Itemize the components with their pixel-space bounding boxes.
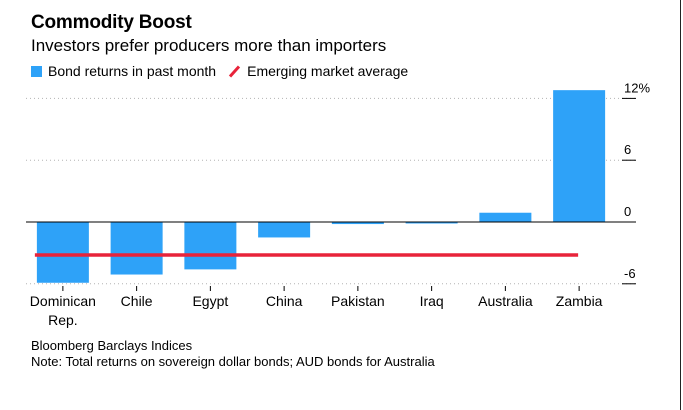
- legend-label-bond-returns: Bond returns in past month: [48, 63, 217, 79]
- legend-label-em-average: Emerging market average: [247, 63, 409, 79]
- bar: [553, 90, 606, 222]
- x-tick-label: China: [266, 293, 303, 309]
- x-tick-label: Dominican: [30, 293, 96, 309]
- chart-title: Commodity Boost: [31, 12, 192, 33]
- bar: [36, 222, 89, 283]
- x-tick-label: Pakistan: [331, 293, 385, 309]
- x-tick-label: Zambia: [556, 293, 603, 309]
- legend-item-em-average: Emerging market average: [228, 63, 408, 79]
- bar: [258, 222, 311, 238]
- y-tick-label: 0: [624, 204, 631, 219]
- bar: [331, 222, 384, 225]
- y-tick-label: -6: [624, 266, 636, 281]
- bar: [184, 222, 237, 270]
- bar: [110, 222, 163, 275]
- right-border-rule: [680, 0, 681, 410]
- x-tick-label: Australia: [478, 293, 533, 309]
- x-tick-label: Rep.: [48, 312, 78, 328]
- source-note: Bloomberg Barclays Indices: [31, 338, 193, 353]
- y-tick-label: 6: [624, 142, 631, 157]
- legend-item-bond-returns: Bond returns in past month: [31, 63, 216, 79]
- chart-subtitle: Investors prefer producers more than imp…: [31, 36, 387, 55]
- chart-legend: Bond returns in past month Emerging mark…: [31, 62, 420, 80]
- y-tick-label: 12%: [624, 80, 650, 95]
- legend-swatch-line: [228, 64, 241, 78]
- footnote: Note: Total returns on sovereign dollar …: [31, 354, 435, 369]
- bar: [405, 222, 458, 224]
- x-tick-label: Chile: [121, 293, 153, 309]
- x-tick-label: Egypt: [192, 293, 228, 309]
- legend-swatch-bar: [31, 65, 42, 77]
- x-tick-label: Iraq: [420, 293, 444, 309]
- chart-footer: Bloomberg Barclays Indices Note: Total r…: [31, 338, 435, 370]
- bar: [479, 212, 532, 222]
